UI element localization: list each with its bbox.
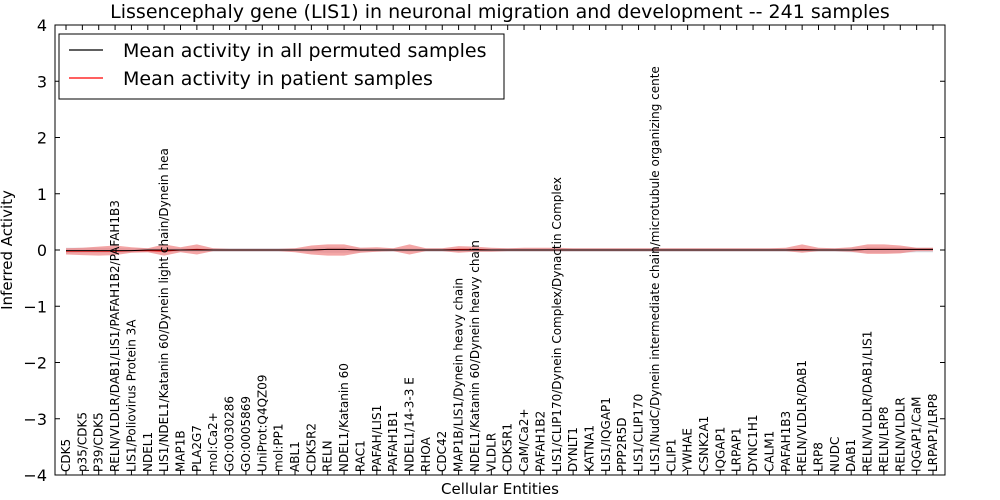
x-tick-label: LRP8 — [812, 442, 826, 472]
x-tick-label: mol:Ca2+ — [206, 412, 220, 472]
x-tick-label: RHOA — [419, 436, 433, 472]
x-tick-label: KATNA1 — [583, 425, 597, 472]
y-tick-label: −3 — [23, 410, 47, 429]
x-tick-label: LIS1/NDEL1/Katanin 60/Dynein light chain… — [157, 148, 171, 472]
legend: Mean activity in all permuted samples Me… — [58, 33, 505, 100]
x-tick-label: CDC42 — [435, 431, 449, 472]
y-tick-label: 2 — [37, 129, 47, 148]
y-tick-label: −2 — [23, 354, 47, 373]
x-tick-label: DYNLT1 — [566, 427, 580, 472]
x-tick-label: MAP1B — [174, 430, 188, 472]
x-tick-label: DAB1 — [844, 439, 858, 472]
x-tick-label: LIS1/IQGAP1 — [599, 397, 613, 472]
x-tick-label: MAP1B/LIS1/Dynein heavy chain — [452, 278, 466, 472]
legend-label-permuted: Mean activity in all permuted samples — [123, 40, 486, 62]
x-tick-label: LRPAP1/LRP8 — [926, 393, 940, 472]
y-tick-label: 4 — [37, 16, 47, 35]
x-tick-label: GO:0005869 — [239, 396, 253, 472]
y-tick-label: 3 — [37, 72, 47, 91]
x-tick-label: CDK5R2 — [304, 423, 318, 472]
x-tick-label: RELN/VLDLR — [893, 397, 907, 472]
x-tick-label: CDK5R1 — [501, 423, 515, 472]
x-tick-label: NDEL1 — [141, 432, 155, 472]
x-tick-label: PAFAH/LIS1 — [370, 405, 384, 472]
y-axis-label: Inferred Activity — [0, 190, 16, 310]
y-tick-label: 1 — [37, 185, 47, 204]
x-tick-label: NDEL1/Katanin 60 — [337, 363, 351, 472]
x-tick-label: NDEL1/Katanin 60/Dynein heavy chain — [468, 240, 482, 472]
x-tick-label: PPP2R5D — [615, 417, 629, 472]
x-tick-label: IQGAP1 — [713, 427, 727, 472]
x-tick-label: RAC1 — [354, 440, 368, 472]
x-tick-label: LIS1/CLIP170 — [632, 394, 646, 472]
x-tick-label: PLA2G7 — [190, 425, 204, 472]
x-tick-label: CALM1 — [762, 431, 776, 472]
x-tick-label: VLDLR — [484, 433, 498, 472]
x-tick-label: NDEL1/14-3-3 E — [403, 377, 417, 472]
x-tick-label: P39/CDK5 — [92, 412, 106, 472]
x-tick-label: LIS1/CLIP170/Dynein Complex/Dynactin Com… — [550, 177, 564, 472]
x-tick-label: p35/CDK5 — [75, 412, 89, 472]
x-tick-label: RELN — [321, 440, 335, 472]
y-tick-label: 0 — [37, 241, 47, 260]
x-tick-label: LIS1/Poliovirus Protein 3A — [124, 319, 138, 472]
x-tick-label: NUDC — [828, 437, 842, 472]
x-axis-label: Cellular Entities — [441, 480, 559, 498]
x-tick-label: PAFAH1B3 — [779, 411, 793, 472]
legend-box — [58, 33, 505, 100]
x-tick-label: IQGAP1/CaM — [910, 396, 924, 472]
legend-label-patient: Mean activity in patient samples — [123, 68, 433, 90]
x-tick-label: DYNC1H1 — [746, 414, 760, 472]
x-tick-label: YWHAE — [681, 428, 695, 473]
x-tick-label: CLIP1 — [664, 439, 678, 472]
chart-title: Lissencephaly gene (LIS1) in neuronal mi… — [110, 1, 890, 23]
x-tick-label: UniProt:Q4QZ09 — [255, 374, 269, 472]
x-tick-label: RELN/VLDLR/DAB1/LIS1/PAFAH1B2/PAFAH1B3 — [108, 200, 122, 472]
x-tick-label: LIS1/NudC/Dynein intermediate chain/micr… — [648, 66, 662, 472]
series-line-permuted — [66, 248, 933, 252]
x-tick-label: CaM/Ca2+ — [517, 408, 531, 472]
x-tick-label: RELN/VLDLR/DAB1/LIS1 — [861, 331, 875, 472]
x-tick-label: PAFAH1B2 — [533, 411, 547, 472]
x-tick-label: RELN/LRP8 — [877, 406, 891, 472]
y-tick-label: −4 — [23, 466, 47, 485]
y-tick-label: −1 — [23, 297, 47, 316]
x-tick-label: mol:PP1 — [272, 424, 286, 473]
x-tick-label: GO:0030286 — [223, 396, 237, 472]
x-tick-label: CSNK2A1 — [697, 416, 711, 472]
x-tick-label: LRPAP1 — [730, 427, 744, 472]
x-tick-label: PAFAH1B1 — [386, 411, 400, 472]
x-tick-label: RELN/VLDLR/DAB1 — [795, 360, 809, 472]
x-tick-label: CDK5 — [59, 439, 73, 472]
x-tick-label: ABL1 — [288, 441, 302, 472]
